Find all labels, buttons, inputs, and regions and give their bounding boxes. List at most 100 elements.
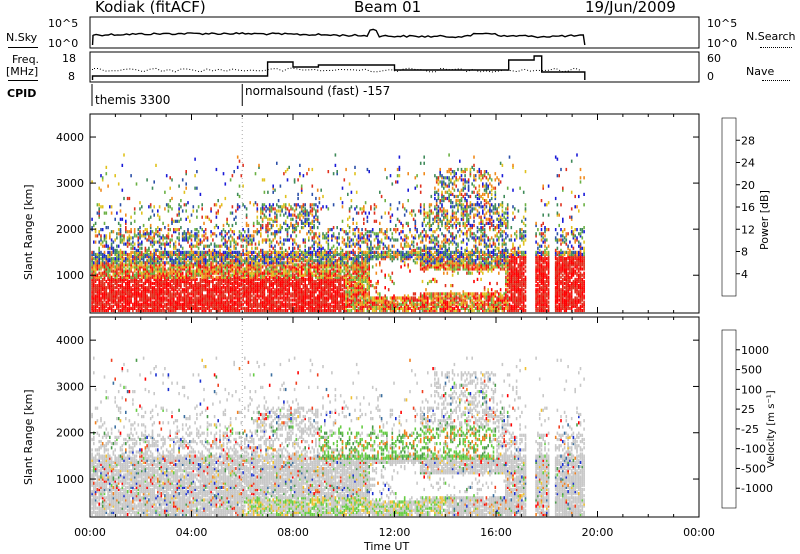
power-echo-cell — [107, 306, 109, 310]
power-echo-cell — [112, 294, 115, 298]
power-echo-cell — [252, 284, 255, 288]
power-echo-cell — [283, 304, 285, 308]
power-echo-cell — [235, 261, 237, 265]
power-echo-cell — [318, 292, 321, 296]
power-echo-cell — [233, 286, 235, 290]
power-echo-cell — [276, 219, 278, 223]
power-echo-cell — [217, 211, 219, 215]
power-echo-cell — [247, 261, 250, 265]
power-echo-cell — [187, 230, 189, 234]
power-echo-cell — [233, 217, 235, 221]
power-echo-cell — [116, 232, 118, 236]
power-echo-cell — [112, 246, 115, 250]
power-echo-cell — [208, 304, 211, 308]
power-echo-cell — [229, 234, 232, 238]
power-echo-cell — [324, 304, 326, 308]
power-echo-cell — [135, 261, 138, 265]
power-echo-cell — [260, 294, 262, 298]
power-echo-cell — [208, 271, 211, 275]
power-echo-cell — [325, 281, 328, 286]
power-echo-cell — [361, 250, 363, 254]
power-echo-cell — [354, 234, 356, 238]
power-echo-cell — [350, 296, 353, 300]
power-echo-cell — [235, 263, 237, 267]
power-echo-cell — [288, 284, 290, 288]
power-echo-cell — [117, 300, 120, 304]
power-echo-cell — [258, 267, 260, 271]
power-echo-cell — [96, 252, 99, 257]
power-echo-cell — [203, 286, 205, 290]
power-echo-cell — [279, 292, 282, 296]
power-echo-cell — [242, 259, 244, 263]
power-echo-cell — [327, 170, 330, 174]
power-echo-cell — [215, 203, 218, 207]
power-echo-cell — [162, 306, 164, 310]
power-echo-cell — [171, 267, 173, 271]
power-echo-cell — [153, 265, 155, 269]
power-echo-cell — [196, 277, 198, 281]
power-echo-cell — [224, 306, 227, 310]
power-echo-cell — [252, 230, 255, 234]
power-echo-cell — [194, 292, 196, 296]
power-echo-cell — [277, 296, 280, 300]
power-echo-cell — [189, 252, 191, 257]
power-echo-cell — [251, 261, 253, 265]
power-echo-cell — [210, 269, 212, 273]
power-echo-cell — [157, 259, 159, 263]
power-echo-cell — [293, 252, 296, 257]
power-echo-cell — [236, 236, 239, 240]
power-echo-cell — [178, 248, 180, 252]
power-echo-cell — [329, 275, 331, 279]
power-echo-cell — [352, 242, 354, 246]
power-echo-cell — [167, 308, 170, 313]
power-echo-cell — [268, 275, 271, 279]
power-echo-cell — [178, 269, 180, 273]
power-echo-cell — [171, 279, 173, 284]
power-echo-cell — [283, 213, 285, 217]
power-echo-cell — [299, 255, 301, 259]
power-echo-cell — [139, 226, 141, 230]
power-echo-cell — [252, 308, 255, 313]
power-echo-cell — [300, 186, 303, 190]
power-echo-cell — [222, 257, 225, 261]
power-echo-cell — [240, 174, 243, 178]
power-echo-cell — [315, 302, 317, 306]
power-echo-cell — [361, 271, 363, 275]
power-echo-cell — [293, 180, 296, 184]
power-echo-cell — [274, 296, 276, 300]
power-echo-cell — [192, 244, 195, 248]
power-echo-cell — [355, 269, 358, 273]
power-echo-cell — [354, 165, 356, 169]
power-echo-cell — [130, 265, 132, 269]
power-echo-cell — [276, 296, 278, 300]
power-echo-cell — [110, 230, 113, 234]
power-echo-cell — [187, 296, 189, 300]
cpid-text-2: normalsound (fast) -157 — [245, 84, 391, 98]
power-echo-cell — [245, 234, 248, 238]
power-echo-cell — [254, 275, 257, 279]
power-echo-cell — [268, 248, 271, 252]
power-echo-cell — [306, 296, 308, 300]
power-echo-cell — [199, 259, 202, 263]
power-echo-cell — [245, 221, 248, 225]
power-echo-cell — [309, 205, 312, 209]
power-echo-cell — [185, 275, 187, 279]
power-echo-cell — [242, 306, 244, 310]
power-echo-cell — [125, 292, 127, 296]
power-echo-cell — [364, 304, 367, 308]
power-echo-cell — [183, 292, 186, 296]
power-echo-cell — [260, 286, 262, 290]
power-echo-cell — [98, 296, 100, 300]
power-echo-cell — [304, 284, 306, 288]
power-echo-cell — [354, 252, 356, 257]
power-echo-cell — [306, 273, 308, 277]
power-echo-cell — [299, 174, 301, 178]
power-echo-cell — [366, 308, 369, 313]
power-echo-cell — [123, 279, 125, 284]
power-echo-cell — [165, 203, 168, 207]
power-echo-cell — [332, 265, 335, 269]
power-echo-cell — [322, 271, 324, 275]
power-echo-cell — [204, 215, 207, 219]
power-echo-cell — [295, 234, 298, 238]
power-echo-cell — [98, 248, 100, 252]
